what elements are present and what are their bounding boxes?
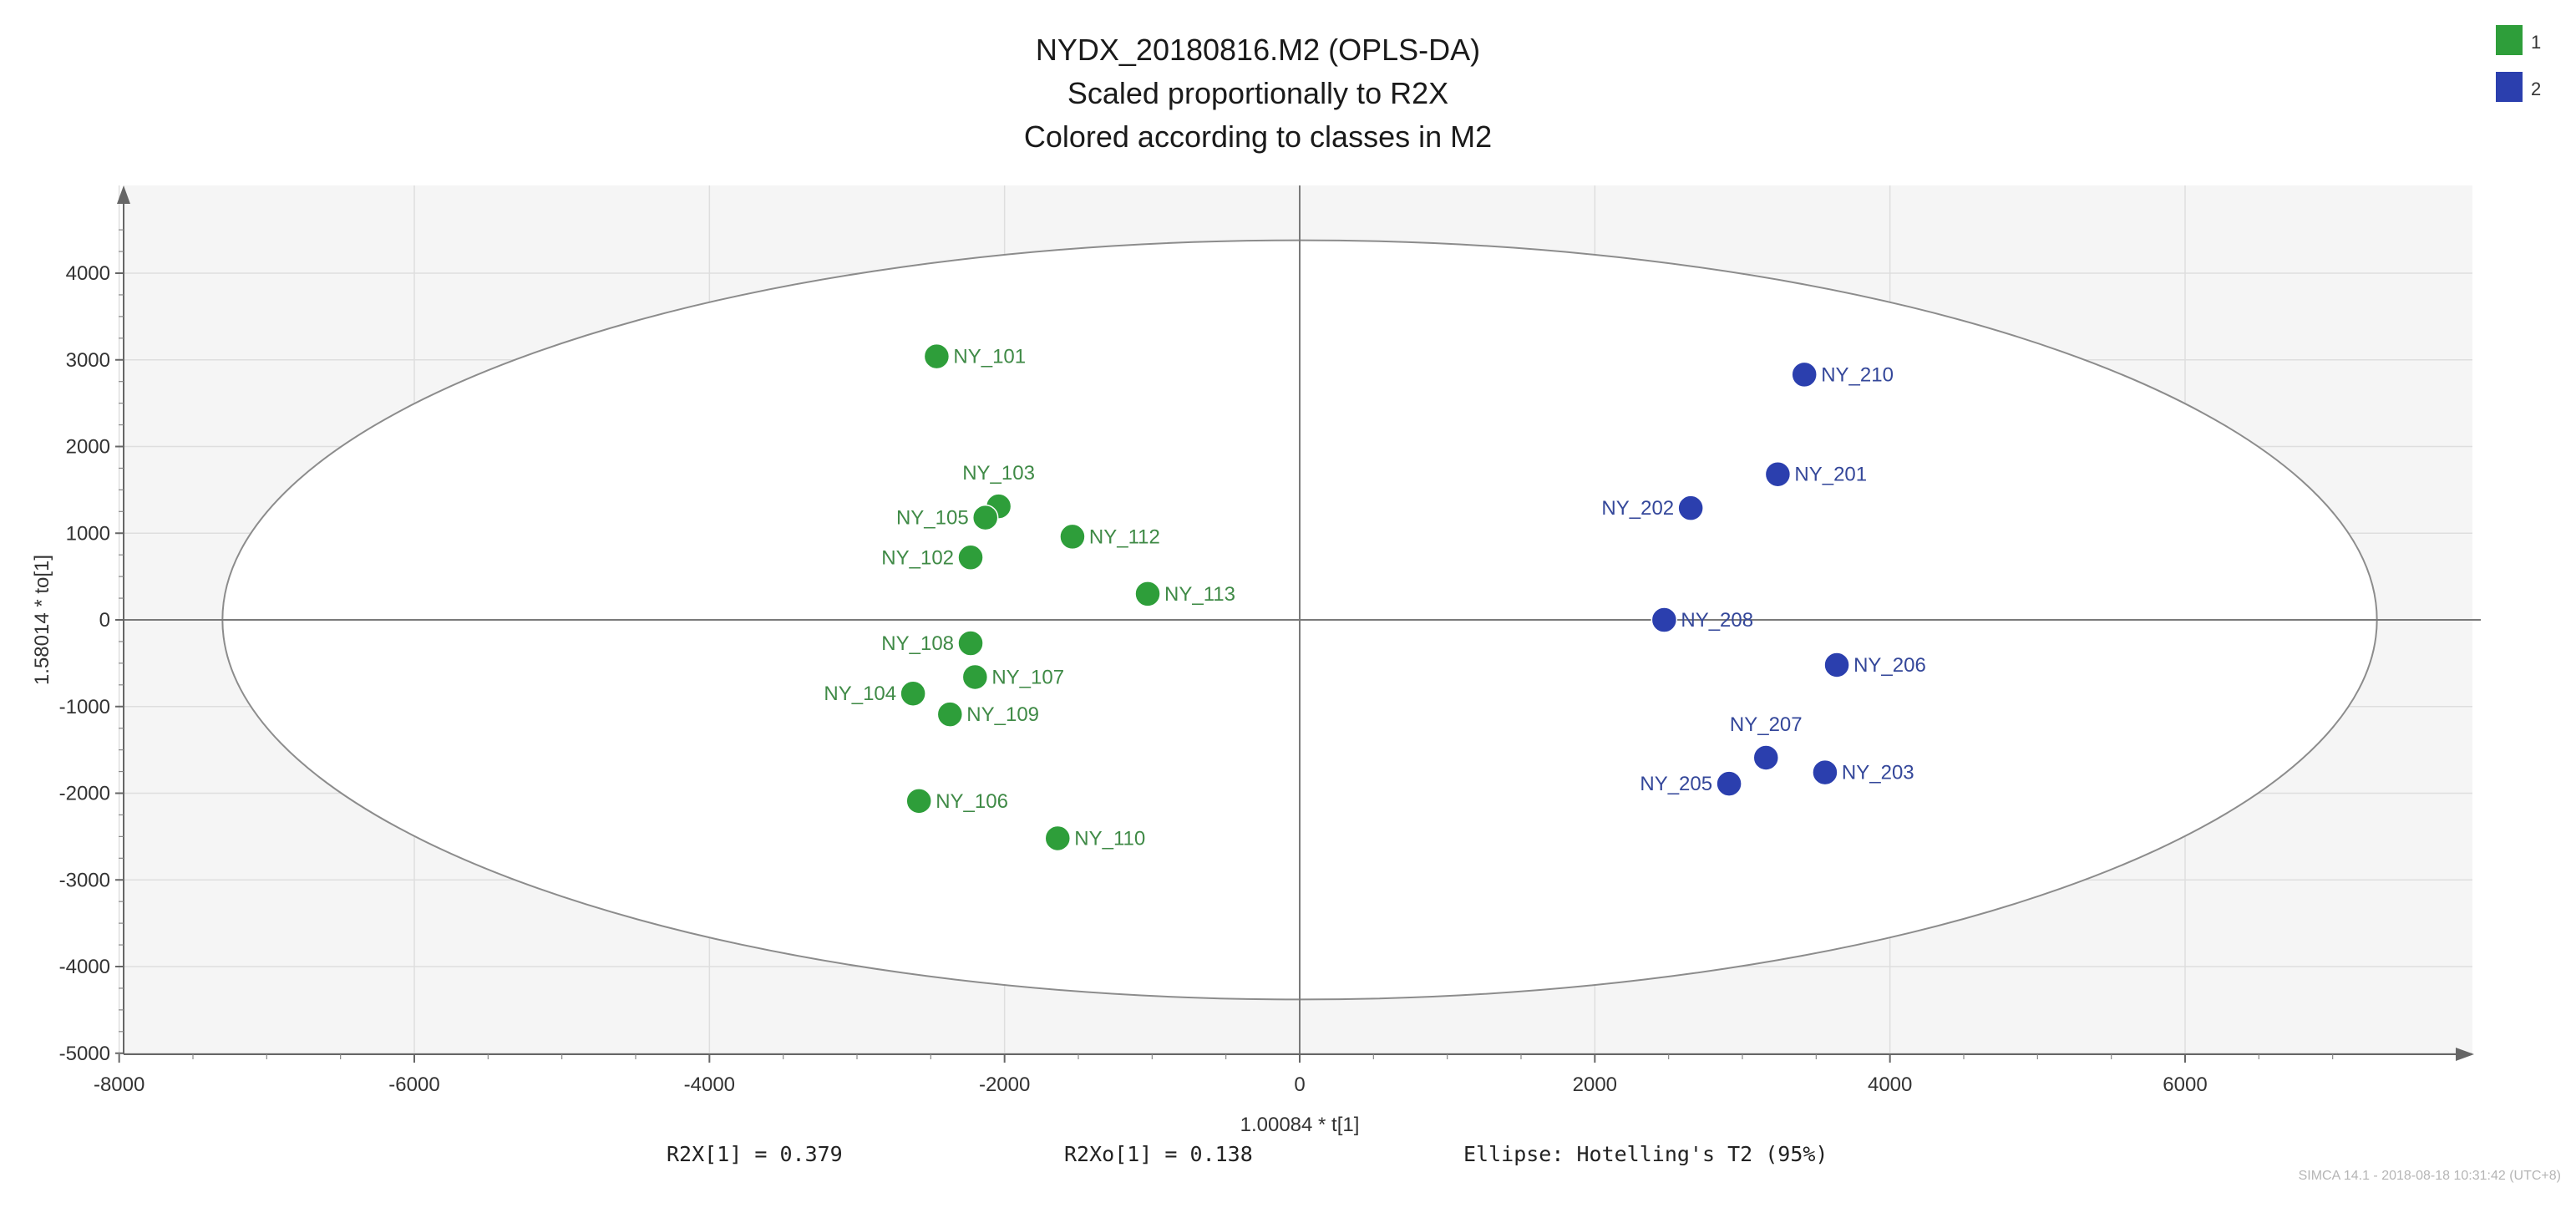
data-point-ny-205: [1716, 770, 1742, 797]
point-label-ny-113: NY_113: [1164, 583, 1235, 606]
data-point-ny-101: [923, 343, 951, 370]
legend-label-class-2: 2: [2531, 79, 2541, 99]
ellipse-label: Ellipse: Hotelling's T2 (95%): [1463, 1142, 1828, 1166]
axes: [117, 185, 2474, 1061]
data-point-ny-102: [957, 544, 984, 571]
data-points: NY_101 NY_103 NY_105 NY_112 NY_102 NY_113 NY_1…: [824, 343, 1926, 852]
point-label-ny-104: NY_104: [824, 683, 896, 705]
r2xo-stat: R2Xo[1] = 0.138: [1064, 1142, 1253, 1166]
y-axis-label: 1.58014 * to[1]: [31, 555, 53, 685]
y-tick-label: 1000: [66, 522, 110, 545]
x-tick-label: 4000: [1868, 1073, 1912, 1096]
data-point-ny-206: [1823, 652, 1850, 678]
legend-label-class-1: 1: [2531, 32, 2541, 53]
data-point-ny-104: [900, 680, 926, 707]
point-label-ny-203: NY_203: [1842, 762, 1914, 784]
x-tick-label: 2000: [1573, 1073, 1617, 1096]
x-tick-label: 0: [1294, 1073, 1305, 1096]
data-point-ny-210: [1791, 361, 1818, 388]
y-axis-ticks: 4000 3000 2000 1000 0 -1000 -2000 -3000 -4000 -50…: [59, 229, 124, 1065]
x-axis-arrow: [2456, 1048, 2474, 1061]
point-label-ny-207: NY_207: [1730, 713, 1803, 736]
data-point-ny-202: [1677, 495, 1704, 521]
r2x-stat: R2X[1] = 0.379: [667, 1142, 843, 1166]
y-tick-label: -4000: [59, 956, 110, 978]
data-point-ny-109: [936, 701, 964, 728]
zero-lines: [124, 185, 2481, 1054]
point-label-ny-205: NY_205: [1640, 773, 1712, 795]
y-tick-label: 2000: [66, 436, 110, 459]
x-tick-label: 6000: [2163, 1073, 2207, 1096]
y-tick-label: -3000: [59, 869, 110, 891]
data-point-ny-108: [957, 630, 984, 657]
point-label-ny-105: NY_105: [896, 507, 969, 530]
data-point-ny-207: [1752, 744, 1780, 771]
point-label-ny-208: NY_208: [1681, 609, 1753, 632]
point-label-ny-201: NY_201: [1794, 464, 1867, 486]
x-axis-ticks: -8000 -6000 -4000 -2000 0 2000 4000 6000: [94, 1054, 2334, 1096]
data-point-ny-203: [1812, 759, 1838, 786]
x-tick-label: -6000: [388, 1073, 439, 1096]
point-label-ny-112: NY_112: [1089, 525, 1160, 548]
legend-swatch-class-2: [2496, 72, 2523, 102]
x-axis-label: 1.00084 * t[1]: [1240, 1114, 1360, 1136]
data-point-ny-113: [1134, 581, 1161, 607]
chart-title-line-1: NYDX_20180816.M2 (OPLS-DA): [1036, 33, 1480, 67]
point-label-ny-107: NY_107: [991, 666, 1064, 688]
data-point-ny-112: [1059, 523, 1086, 551]
y-tick-label: -1000: [59, 696, 110, 718]
point-label-ny-210: NY_210: [1821, 363, 1894, 386]
point-label-ny-110: NY_110: [1074, 827, 1145, 850]
x-tick-label: -2000: [979, 1073, 1030, 1096]
data-point-ny-110: [1044, 825, 1072, 852]
y-tick-label: 3000: [66, 349, 110, 372]
data-point-ny-107: [961, 663, 989, 691]
chart-title-line-2: Scaled proportionally to R2X: [1067, 76, 1448, 110]
point-label-ny-202: NY_202: [1601, 497, 1674, 520]
y-tick-label: 0: [99, 609, 110, 632]
data-point-ny-208: [1651, 606, 1678, 633]
data-point-ny-106: [905, 788, 932, 815]
point-label-ny-101: NY_101: [953, 346, 1026, 368]
chart-title-line-3: Colored according to classes in M2: [1024, 119, 1492, 154]
point-label-ny-102: NY_102: [881, 546, 954, 569]
y-axis-arrow: [117, 185, 130, 204]
x-tick-label: -8000: [94, 1073, 145, 1096]
y-tick-label: -5000: [59, 1043, 110, 1065]
point-label-ny-206: NY_206: [1853, 654, 1926, 677]
y-tick-label: -2000: [59, 783, 110, 805]
legend-swatch-class-1: [2496, 25, 2523, 55]
point-label-ny-103: NY_103: [962, 462, 1035, 485]
data-point-ny-201: [1764, 460, 1792, 488]
point-label-ny-108: NY_108: [881, 632, 954, 655]
data-point-ny-105: [971, 504, 999, 531]
software-footer: SIMCA 14.1 - 2018-08-18 10:31:42 (UTC+8): [2299, 1169, 2561, 1183]
y-tick-label: 4000: [66, 262, 110, 285]
x-tick-label: -4000: [684, 1073, 735, 1096]
legend: 1 2: [2496, 25, 2541, 102]
point-label-ny-109: NY_109: [966, 703, 1039, 726]
point-label-ny-106: NY_106: [936, 790, 1008, 813]
